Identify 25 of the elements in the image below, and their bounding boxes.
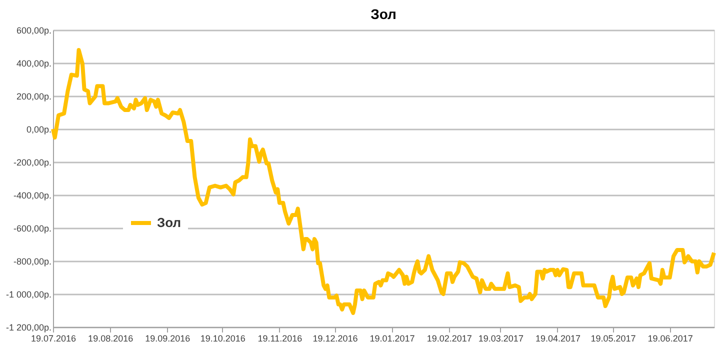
x-tick-label: 19.11.2016 bbox=[258, 334, 302, 344]
x-tick-label: 19.06.2017 bbox=[648, 334, 693, 344]
x-tick-label: 19.03.2017 bbox=[478, 334, 524, 344]
x-tick-label: 19.07.2016 bbox=[30, 334, 76, 344]
y-tick-label: -800,00р. bbox=[13, 256, 52, 266]
y-tick-label: 600,00р. bbox=[16, 26, 52, 36]
y-tick-label: -400,00р. bbox=[13, 190, 52, 200]
y-tick-label: 400,00р. bbox=[16, 58, 52, 68]
line-series bbox=[51, 48, 716, 315]
x-tick-label: 19.01.2017 bbox=[370, 334, 415, 344]
y-tick-label: 0,00р. bbox=[26, 124, 52, 134]
x-tick-label: 19.05.2017 bbox=[590, 334, 636, 344]
x-tick-label: 19.04.2017 bbox=[535, 334, 581, 344]
chart-title: Зол bbox=[370, 6, 396, 22]
x-tick-label: 19.12.2016 bbox=[312, 334, 358, 344]
y-tick-label: -1 000,00р. bbox=[6, 290, 52, 300]
x-tick-label: 19.10.2016 bbox=[200, 334, 246, 344]
y-tick-label: -1 200,00р. bbox=[6, 322, 52, 332]
y-tick-label: -200,00р. bbox=[13, 158, 52, 168]
y-tick-label: 200,00р. bbox=[16, 92, 52, 102]
legend-label: Зол bbox=[157, 215, 182, 230]
y-tick-label: -600,00р. bbox=[13, 224, 52, 234]
x-tick-label: 19.09.2016 bbox=[145, 334, 190, 344]
x-tick-label: 19.08.2016 bbox=[88, 334, 134, 344]
x-tick-label: 19.02.2017 bbox=[426, 334, 472, 344]
